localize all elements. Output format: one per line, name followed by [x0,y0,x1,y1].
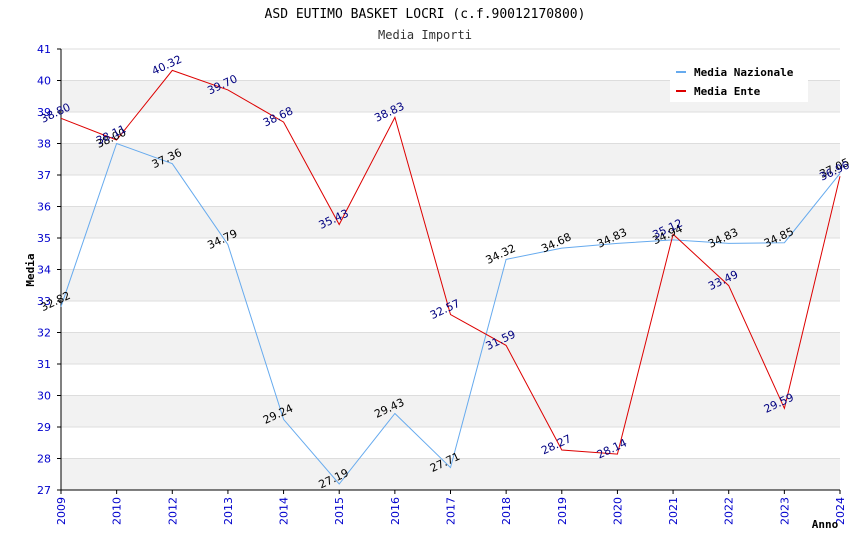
y-tick-label: 34 [37,264,51,277]
grid-band [61,143,840,175]
y-tick-label: 39 [37,106,51,119]
y-axis-label: Media [24,253,37,286]
y-tick-label: 28 [37,453,51,466]
legend-label: Media Ente [694,85,761,98]
y-tick-label: 30 [37,390,51,403]
grid-band [61,175,840,207]
x-tick-label: 2024 [834,497,847,525]
legend-box [670,60,808,102]
series-lines [60,69,841,485]
y-tick-label: 41 [37,43,51,56]
y-tick-label: 33 [37,295,51,308]
y-tick-label: 35 [37,232,51,245]
x-axis-ticks: 2009 2010 2012 2013 2014 2015 2016 2017 2018 2019… [55,490,847,525]
y-tick-label: 31 [37,358,51,371]
grid-band [61,364,840,396]
grid-bands [60,48,840,491]
x-axis-label: Anno [812,518,839,531]
y-tick-label: 37 [37,169,51,182]
series-line-media-ente [60,69,841,455]
y-tick-label: 32 [37,327,51,340]
chart-subtitle: Media Importi [378,28,472,42]
x-tick-label: 2014 [278,497,291,525]
x-tick-label: 2019 [556,497,569,525]
grid-band [61,301,840,333]
x-tick-label: 2013 [222,497,235,525]
x-tick-label: 2020 [611,497,624,525]
chart-title: ASD EUTIMO BASKET LOCRI (c.f.90012170800… [265,7,586,22]
y-tick-label: 38 [37,138,51,151]
legend: Media Nazionale Media Ente [670,60,808,102]
grid-band [61,238,840,270]
grid-band [61,112,840,144]
y-tick-label: 27 [37,484,51,497]
x-tick-label: 2017 [445,497,458,525]
x-tick-label: 2009 [55,497,68,525]
x-tick-label: 2021 [667,497,680,525]
y-tick-label: 29 [37,421,51,434]
y-tick-label: 36 [37,201,51,214]
x-tick-label: 2018 [500,497,513,525]
grid-band [61,395,840,427]
series-line-media-nazionale [60,142,841,485]
grid-band [61,458,840,490]
y-axis-ticks: 27 28 29 30 31 32 33 34 35 36 37 38 39 40 41 [37,43,61,497]
y-tick-label: 40 [37,75,51,88]
x-tick-label: 2015 [333,497,346,525]
x-tick-label: 2022 [723,497,736,525]
legend-label: Media Nazionale [694,66,794,79]
grid-band [61,206,840,238]
x-tick-label: 2016 [389,497,402,525]
grid-band [61,427,840,459]
grid-band [61,269,840,301]
x-tick-label: 2012 [166,497,179,525]
grid-band [61,332,840,364]
x-tick-label: 2010 [111,497,124,525]
x-tick-label: 2023 [778,497,791,525]
